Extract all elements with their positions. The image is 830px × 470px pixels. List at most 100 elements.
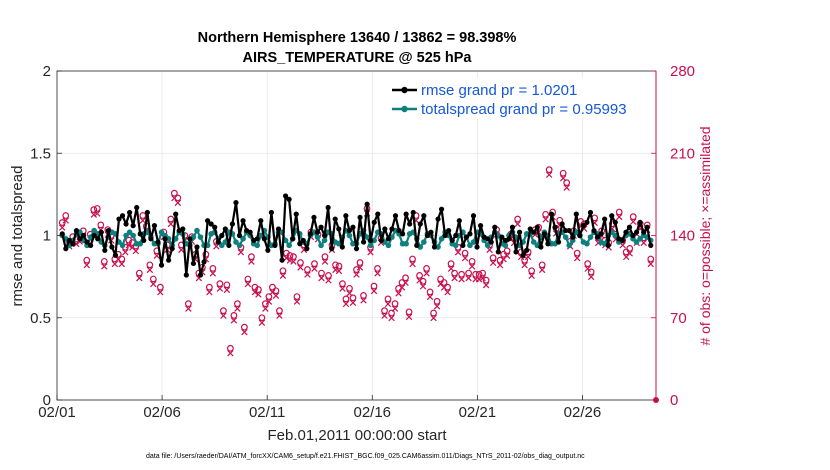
- rmse-point: [212, 224, 218, 230]
- rmse-point: [183, 272, 189, 278]
- obs-count-point: [318, 269, 325, 282]
- rmse-point: [236, 232, 243, 239]
- obs-count-point: [62, 212, 70, 224]
- rmse-point: [307, 231, 314, 237]
- rmse-point: [325, 204, 331, 211]
- y-axis-label-left: rmse and totalspread: [9, 166, 26, 307]
- rmse-point: [70, 241, 76, 247]
- rmse-point: [414, 242, 420, 248]
- rmse-point: [506, 236, 512, 242]
- rmse-point: [272, 242, 278, 248]
- rmse-point: [144, 209, 150, 216]
- obs-count-point: [573, 249, 581, 262]
- totalspread-point: [502, 242, 509, 249]
- totalspread-point: [530, 239, 537, 245]
- axis-layer: 02/01 02/06 02/11 02/16 02/21 02/26 0 0.5 1 1.5 2 0…: [30, 63, 695, 421]
- obs-count-point: [514, 215, 522, 228]
- obs-count-point: [353, 266, 360, 278]
- totalspread-point: [257, 232, 264, 239]
- y-tick-label-left: 2: [43, 63, 51, 80]
- obs-count-point: [58, 219, 66, 231]
- rmse-point: [545, 241, 551, 247]
- rmse-point: [233, 200, 239, 206]
- obs-count-point: [223, 281, 231, 294]
- rmse-point: [148, 236, 154, 242]
- obs-count-point: [118, 255, 126, 268]
- chart-title-line2: AIRS_TEMPERATURE @ 525 hPa: [242, 50, 472, 66]
- obs-count-point: [241, 323, 248, 336]
- obs-count-point: [451, 269, 458, 282]
- x-tick-label: 02/21: [459, 404, 497, 421]
- rmse-point: [630, 232, 636, 239]
- rmse-point: [73, 227, 80, 234]
- totalspread-point: [218, 242, 225, 249]
- rmse-point: [66, 237, 72, 244]
- rmse-point: [194, 244, 200, 250]
- rmse-point: [180, 226, 186, 232]
- rmse-point: [190, 260, 197, 267]
- obs-count-point: [297, 259, 304, 271]
- totalspread-point: [566, 242, 573, 249]
- rmse-point: [311, 214, 317, 221]
- rmse-point: [279, 257, 285, 263]
- rmse-point: [602, 216, 608, 222]
- obs-count-point: [384, 295, 392, 308]
- data-layer: [58, 166, 659, 403]
- rmse-point: [290, 236, 296, 242]
- rmse-point: [513, 249, 519, 255]
- obs-count-point: [342, 295, 350, 308]
- obs-count-point: [216, 280, 224, 292]
- obs-count-point: [587, 268, 595, 281]
- totalspread-point: [119, 242, 126, 249]
- obs-count-point: [100, 257, 108, 270]
- totalspread-point: [346, 232, 353, 239]
- rmse-point: [509, 224, 516, 230]
- totalspread-point: [236, 242, 243, 249]
- obs-count-point: [405, 308, 413, 321]
- obs-count-point: [135, 269, 143, 282]
- rmse-point: [229, 221, 236, 227]
- totalspread-point: [137, 240, 144, 247]
- rmse-point: [88, 242, 94, 248]
- rmse-point: [470, 213, 477, 219]
- rmse-point: [77, 236, 83, 242]
- totalspread-point: [335, 240, 342, 247]
- rmse-point: [304, 246, 310, 252]
- rmse-point: [559, 221, 565, 227]
- rmse-point: [428, 229, 434, 235]
- totalspread-point: [321, 237, 328, 244]
- obs-count-point: [290, 253, 297, 265]
- rmse-point: [346, 227, 353, 234]
- rmse-point: [548, 211, 555, 217]
- rmse-point: [339, 244, 345, 250]
- totalspread-point: [637, 235, 643, 242]
- totalspread-point: [126, 229, 133, 236]
- obs-count-point: [272, 287, 280, 299]
- rmse-point: [389, 226, 395, 232]
- obs-count-point: [156, 283, 164, 296]
- rmse-point: [474, 244, 480, 250]
- legend-spread-label: totalspread grand pr = 0.95993: [421, 101, 627, 118]
- obs-count-point: [370, 282, 378, 295]
- y-tick-label-left: 1.5: [30, 145, 51, 162]
- totalspread-point: [573, 229, 580, 236]
- totalspread-point: [584, 240, 590, 247]
- totalspread-point: [385, 242, 392, 249]
- rmse-point: [520, 252, 526, 258]
- rmse-point: [577, 232, 583, 239]
- rmse-point: [378, 237, 384, 244]
- rmse-point: [343, 213, 349, 219]
- legend-box: [386, 77, 652, 119]
- rmse-point: [460, 242, 466, 248]
- obs-count-point: [419, 277, 427, 290]
- rmse-point: [336, 226, 342, 232]
- rmse-point: [421, 213, 427, 219]
- rmse-point: [495, 249, 501, 255]
- totalspread-point: [364, 234, 370, 240]
- rmse-point: [353, 246, 360, 252]
- obs-count-point: [332, 261, 339, 274]
- legend-rmse-marker: [401, 86, 408, 94]
- rmse-point: [605, 242, 611, 248]
- totalspread-point: [467, 242, 473, 249]
- rmse-point: [166, 257, 172, 263]
